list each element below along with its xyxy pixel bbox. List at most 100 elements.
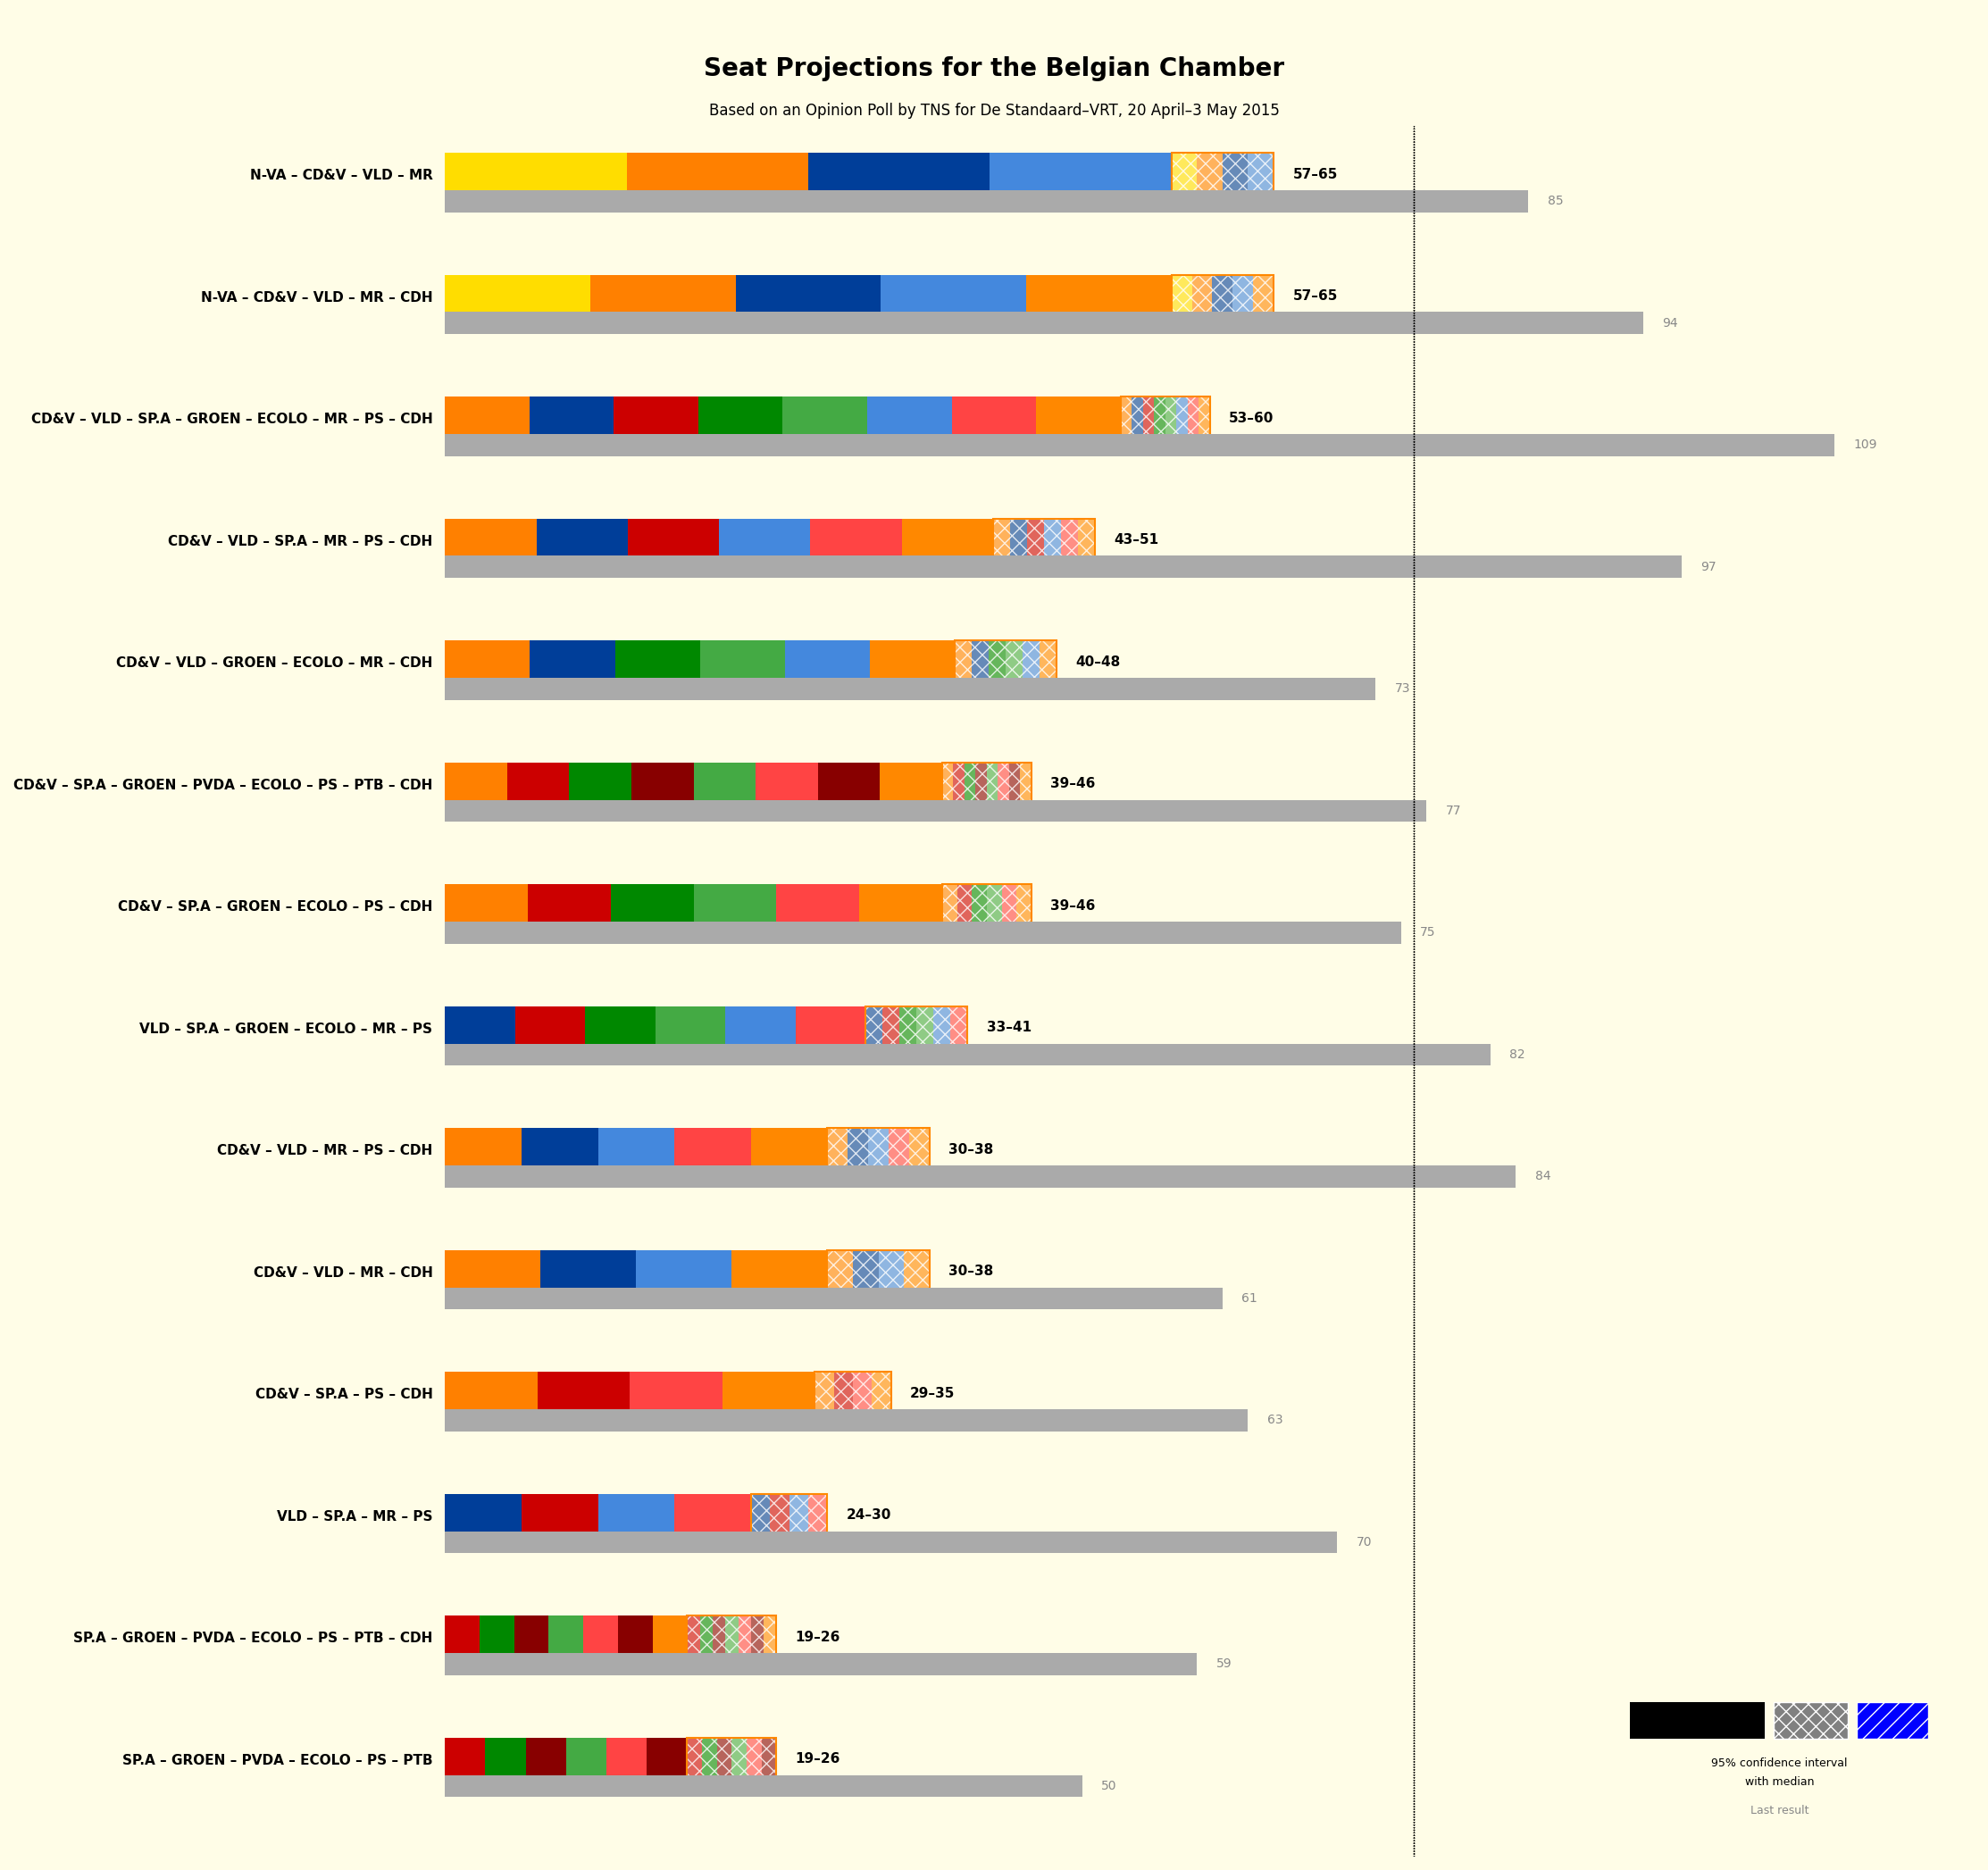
Bar	[763, 1616, 777, 1659]
Bar	[712, 1616, 726, 1659]
Bar	[827, 1251, 928, 1292]
Bar	[994, 518, 1010, 561]
Bar	[1193, 275, 1213, 318]
Bar	[934, 1006, 950, 1049]
Text: 30–38: 30–38	[948, 1143, 994, 1156]
Bar	[1036, 396, 1121, 439]
Bar	[736, 275, 881, 318]
Bar	[598, 1494, 674, 1537]
Bar	[986, 763, 998, 806]
Bar	[688, 1737, 702, 1780]
Bar	[1006, 641, 1024, 683]
Bar	[569, 763, 632, 806]
Bar	[1171, 275, 1193, 318]
Bar	[598, 1128, 674, 1171]
Bar	[809, 153, 990, 196]
Bar	[883, 1006, 901, 1049]
Bar	[584, 1006, 656, 1049]
Bar	[1773, 1702, 1849, 1739]
Bar	[445, 1128, 521, 1171]
Bar	[1028, 518, 1044, 561]
Bar	[1187, 396, 1199, 439]
Text: Last result: Last result	[1749, 1805, 1809, 1816]
Bar	[738, 1616, 751, 1659]
Bar	[881, 275, 1026, 318]
Bar	[1016, 885, 1032, 928]
Bar	[688, 1737, 777, 1780]
Bar	[726, 1006, 795, 1049]
Bar	[626, 153, 809, 196]
Bar	[445, 1165, 1515, 1187]
Bar	[1197, 153, 1223, 196]
Text: 94: 94	[1662, 316, 1678, 329]
Bar	[445, 275, 590, 318]
Bar	[988, 641, 1006, 683]
Bar	[636, 1251, 732, 1292]
Bar	[1002, 885, 1016, 928]
Bar	[1026, 275, 1171, 318]
Text: 75: 75	[1419, 926, 1435, 939]
Bar	[445, 434, 1835, 456]
Bar	[445, 763, 507, 806]
Bar	[952, 396, 1036, 439]
Bar	[827, 1128, 847, 1171]
Bar	[718, 1737, 732, 1780]
Text: 73: 73	[1396, 683, 1409, 696]
Bar	[485, 1737, 525, 1780]
Bar	[515, 1616, 549, 1659]
Bar	[815, 1373, 833, 1416]
Bar	[847, 1128, 869, 1171]
Bar	[445, 191, 1529, 211]
Bar	[950, 1006, 968, 1049]
Text: 19–26: 19–26	[795, 1752, 841, 1765]
Bar	[1143, 396, 1153, 439]
Bar	[537, 518, 628, 561]
Bar	[1171, 153, 1197, 196]
Text: 57–65: 57–65	[1292, 290, 1338, 303]
Bar	[1252, 275, 1274, 318]
Bar	[646, 1737, 688, 1780]
Bar	[789, 1494, 809, 1537]
Bar	[751, 1494, 769, 1537]
Text: 39–46: 39–46	[1050, 778, 1095, 791]
Bar	[1171, 153, 1274, 196]
Bar	[1131, 396, 1143, 439]
Bar	[815, 1373, 891, 1416]
Bar	[1024, 641, 1040, 683]
Bar	[972, 641, 988, 683]
Bar	[694, 885, 777, 928]
Bar	[632, 763, 694, 806]
Bar	[873, 1373, 891, 1416]
Bar	[954, 641, 1058, 683]
Bar	[827, 1251, 853, 1292]
Bar	[445, 1287, 1223, 1309]
Text: 59: 59	[1217, 1657, 1233, 1670]
Bar	[1177, 396, 1187, 439]
Bar	[1630, 1702, 1765, 1739]
Bar	[445, 1532, 1338, 1554]
Bar	[853, 1373, 873, 1416]
Bar	[610, 885, 694, 928]
Bar	[618, 1616, 652, 1659]
Bar	[688, 1616, 777, 1659]
Text: 53–60: 53–60	[1229, 411, 1274, 424]
Bar	[817, 763, 881, 806]
Bar	[628, 518, 720, 561]
Bar	[871, 641, 954, 683]
Bar	[732, 1251, 827, 1292]
Bar	[751, 1616, 763, 1659]
Bar	[445, 1775, 1081, 1797]
Bar	[827, 1251, 928, 1292]
Bar	[755, 763, 817, 806]
Bar	[1171, 153, 1274, 196]
Bar	[541, 1251, 636, 1292]
Bar	[1121, 396, 1211, 439]
Text: 70: 70	[1356, 1535, 1372, 1548]
Bar	[674, 1128, 751, 1171]
Bar	[700, 1616, 712, 1659]
Bar	[833, 1373, 853, 1416]
Bar	[905, 1251, 928, 1292]
Bar	[1020, 763, 1032, 806]
Bar	[445, 518, 537, 561]
Bar	[827, 1128, 928, 1171]
